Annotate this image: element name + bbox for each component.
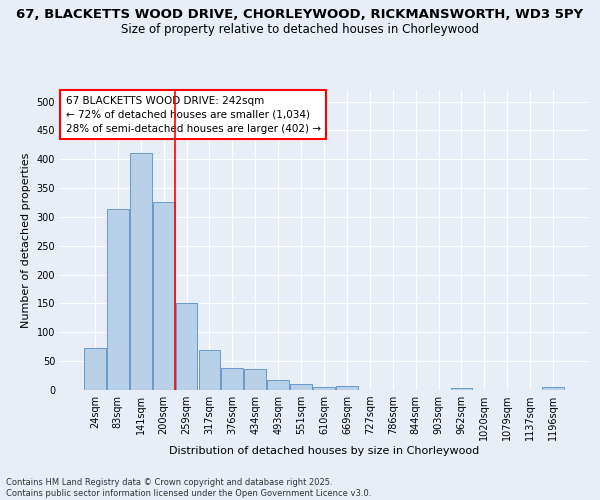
- Bar: [542, 387, 564, 390]
- Bar: [107, 209, 128, 390]
- Bar: [267, 380, 289, 390]
- Text: 67, BLACKETTS WOOD DRIVE, CHORLEYWOOD, RICKMANSWORTH, WD3 5PY: 67, BLACKETTS WOOD DRIVE, CHORLEYWOOD, R…: [16, 8, 584, 20]
- Text: Contains HM Land Registry data © Crown copyright and database right 2025.
Contai: Contains HM Land Registry data © Crown c…: [6, 478, 371, 498]
- Text: 67 BLACKETTS WOOD DRIVE: 242sqm
← 72% of detached houses are smaller (1,034)
28%: 67 BLACKETTS WOOD DRIVE: 242sqm ← 72% of…: [65, 96, 320, 134]
- Bar: [176, 304, 197, 390]
- Bar: [290, 384, 312, 390]
- X-axis label: Distribution of detached houses by size in Chorleywood: Distribution of detached houses by size …: [169, 446, 479, 456]
- Y-axis label: Number of detached properties: Number of detached properties: [21, 152, 31, 328]
- Bar: [130, 154, 152, 390]
- Text: Size of property relative to detached houses in Chorleywood: Size of property relative to detached ho…: [121, 22, 479, 36]
- Bar: [84, 348, 106, 390]
- Bar: [153, 202, 175, 390]
- Bar: [336, 386, 358, 390]
- Bar: [451, 388, 472, 390]
- Bar: [313, 386, 335, 390]
- Bar: [221, 368, 243, 390]
- Bar: [199, 350, 220, 390]
- Bar: [244, 369, 266, 390]
